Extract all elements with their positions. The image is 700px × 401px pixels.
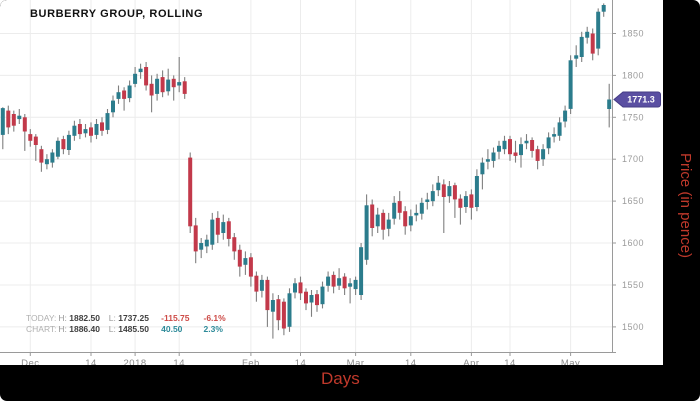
chart-panel: BURBERRY GROUP, ROLLING 1500 1550 1600 1650… (0, 0, 663, 365)
today-high-value: 1882.50 (69, 313, 100, 323)
chart-change-percent: 2.3% (203, 323, 223, 334)
chart-low-value: 1485.50 (118, 323, 149, 334)
svg-text:14: 14 (405, 358, 417, 365)
svg-text:May: May (561, 358, 580, 365)
svg-text:14: 14 (295, 358, 307, 365)
svg-text:1850: 1850 (622, 29, 644, 39)
chart-high-key: H: (58, 323, 67, 334)
today-change-value: -115.75 (161, 313, 190, 323)
svg-text:2018: 2018 (124, 358, 147, 365)
candlestick-chart-canvas[interactable]: 1500 1550 1600 1650 1700 1750 1800 1850 Dec 14 201… (0, 0, 663, 365)
svg-text:1550: 1550 (622, 280, 644, 290)
chart-high-value: 1886.40 (69, 323, 100, 334)
y-axis-title: Price (in pence) (677, 153, 694, 259)
chart-low-key: L: (108, 323, 116, 334)
svg-text:1650: 1650 (622, 196, 644, 206)
svg-text:14: 14 (85, 358, 97, 365)
svg-text:1500: 1500 (622, 322, 644, 332)
x-axis-title: Days (321, 369, 360, 388)
chart-change-value: 40.50 (161, 323, 183, 334)
chart-range-label: CHART: (26, 323, 57, 334)
svg-text:1750: 1750 (622, 112, 644, 122)
svg-text:Dec: Dec (21, 358, 39, 365)
svg-text:1600: 1600 (622, 238, 644, 248)
svg-text:Feb: Feb (242, 358, 260, 365)
today-low-value: 1737.25 (118, 313, 149, 323)
today-label: TODAY: (26, 313, 57, 323)
stats-legend: TODAY: H: 1882.50 L: 1737.25 -115.75 -6.… (26, 313, 226, 334)
svg-text:1800: 1800 (622, 70, 644, 80)
current-price-badge (613, 91, 661, 108)
today-low-key: L: (108, 313, 116, 323)
today-high-key: H: (58, 313, 67, 323)
stats-row-today: TODAY: H: 1882.50 L: 1737.25 -115.75 -6.… (26, 313, 226, 324)
svg-text:1700: 1700 (622, 154, 644, 164)
svg-text:14: 14 (504, 358, 516, 365)
stats-row-chart: CHART: H: 1886.40 L: 1485.50 40.50 2.3% (26, 324, 226, 335)
today-change-percent: -6.1% (203, 313, 226, 323)
svg-text:Mar: Mar (347, 358, 365, 365)
chart-title: BURBERRY GROUP, ROLLING (30, 8, 204, 20)
svg-text:14: 14 (173, 358, 185, 365)
svg-text:Apr: Apr (463, 358, 479, 365)
current-price-value: 1771.3 (627, 95, 655, 105)
